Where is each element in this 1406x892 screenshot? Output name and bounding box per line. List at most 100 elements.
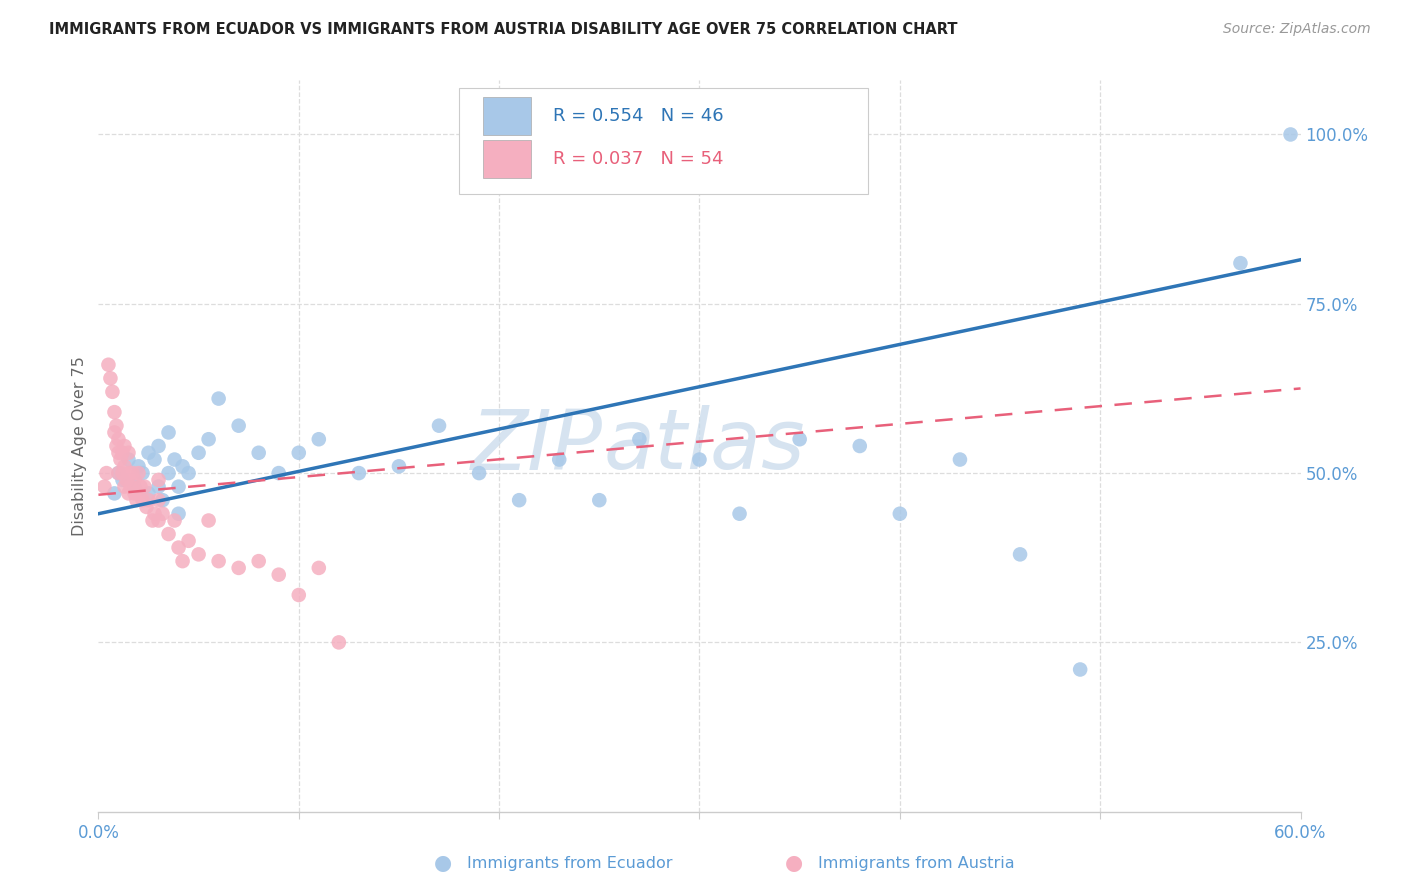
Point — [308, 561, 330, 575]
Point — [115, 473, 138, 487]
Point — [138, 486, 160, 500]
Point — [308, 432, 330, 446]
Point — [121, 466, 143, 480]
Point — [789, 432, 811, 446]
Text: atlas: atlas — [603, 406, 806, 486]
Point — [187, 446, 209, 460]
Text: R = 0.554   N = 46: R = 0.554 N = 46 — [553, 107, 724, 125]
Point — [177, 466, 200, 480]
Point — [849, 439, 872, 453]
Point — [228, 418, 250, 433]
Point — [117, 466, 139, 480]
Point — [103, 425, 125, 440]
Point — [124, 473, 146, 487]
Point — [124, 480, 146, 494]
Point — [138, 446, 160, 460]
Point — [117, 486, 139, 500]
Point — [107, 432, 129, 446]
Point — [148, 473, 170, 487]
Point — [689, 452, 711, 467]
Point — [148, 514, 170, 528]
Point — [128, 466, 150, 480]
Point — [889, 507, 911, 521]
Point — [111, 473, 134, 487]
Point — [228, 561, 250, 575]
Point — [97, 358, 120, 372]
Point — [152, 493, 174, 508]
Text: Immigrants from Ecuador: Immigrants from Ecuador — [467, 856, 672, 871]
Point — [138, 493, 160, 508]
Point — [163, 514, 186, 528]
Point — [172, 554, 194, 568]
Point — [1010, 547, 1032, 561]
Point — [107, 446, 129, 460]
Point — [267, 567, 290, 582]
Point — [111, 466, 134, 480]
Y-axis label: Disability Age Over 75: Disability Age Over 75 — [72, 356, 87, 536]
Point — [508, 493, 530, 508]
Point — [187, 547, 209, 561]
Text: R = 0.037   N = 54: R = 0.037 N = 54 — [553, 150, 723, 168]
Point — [120, 480, 142, 494]
Point — [143, 507, 166, 521]
Point — [107, 466, 129, 480]
Point — [117, 446, 139, 460]
Point — [101, 384, 124, 399]
Point — [167, 541, 190, 555]
Point — [347, 466, 370, 480]
Point — [247, 446, 270, 460]
Point — [128, 486, 150, 500]
Point — [96, 466, 118, 480]
Point — [588, 493, 610, 508]
Point — [152, 507, 174, 521]
Point — [247, 554, 270, 568]
Point — [124, 486, 146, 500]
Point — [172, 459, 194, 474]
Point — [157, 466, 180, 480]
Point — [131, 493, 153, 508]
Point — [163, 452, 186, 467]
Point — [134, 480, 156, 494]
Text: Source: ZipAtlas.com: Source: ZipAtlas.com — [1223, 22, 1371, 37]
Point — [103, 405, 125, 419]
Point — [167, 507, 190, 521]
Point — [208, 554, 231, 568]
Point — [148, 493, 170, 508]
Point — [208, 392, 231, 406]
Text: ●: ● — [434, 854, 451, 873]
Text: ●: ● — [786, 854, 803, 873]
Point — [267, 466, 290, 480]
Point — [177, 533, 200, 548]
Point — [128, 459, 150, 474]
Point — [1279, 128, 1302, 142]
Text: IMMIGRANTS FROM ECUADOR VS IMMIGRANTS FROM AUSTRIA DISABILITY AGE OVER 75 CORREL: IMMIGRANTS FROM ECUADOR VS IMMIGRANTS FR… — [49, 22, 957, 37]
Point — [129, 480, 152, 494]
Point — [114, 480, 136, 494]
Point — [288, 588, 311, 602]
Point — [328, 635, 350, 649]
Text: ZIP: ZIP — [471, 406, 603, 486]
Point — [728, 507, 751, 521]
Point — [427, 418, 450, 433]
Point — [93, 480, 115, 494]
Point — [135, 500, 157, 514]
Point — [949, 452, 972, 467]
Point — [197, 514, 219, 528]
FancyBboxPatch shape — [458, 87, 868, 194]
Point — [197, 432, 219, 446]
Point — [114, 459, 136, 474]
Point — [288, 446, 311, 460]
Point — [125, 493, 148, 508]
Point — [111, 446, 134, 460]
Point — [105, 439, 128, 453]
Point — [468, 466, 491, 480]
Point — [107, 466, 129, 480]
Point — [628, 432, 651, 446]
Point — [1069, 663, 1091, 677]
Point — [157, 527, 180, 541]
Point — [143, 452, 166, 467]
Point — [131, 466, 153, 480]
Point — [114, 439, 136, 453]
Point — [103, 486, 125, 500]
FancyBboxPatch shape — [484, 139, 531, 178]
